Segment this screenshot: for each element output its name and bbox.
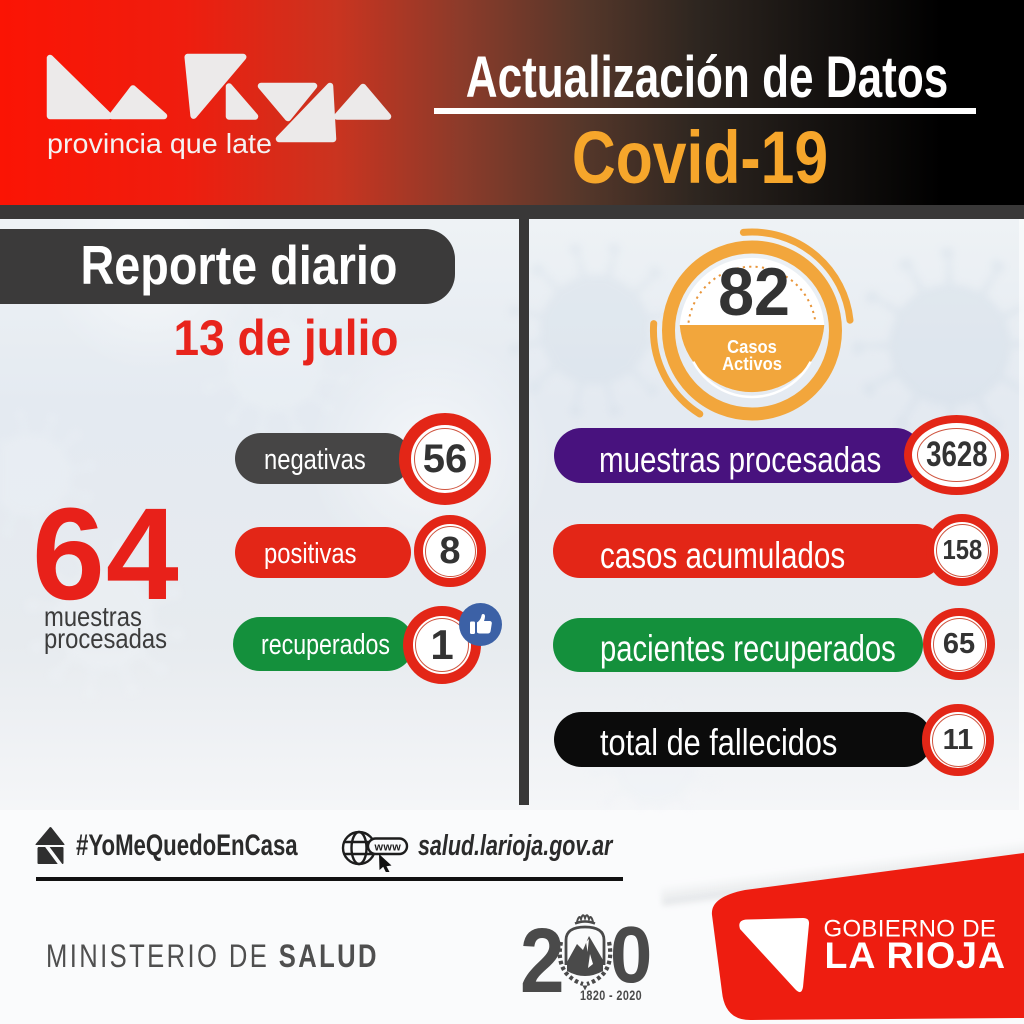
svg-text:provincia que late: provincia que late <box>47 128 272 159</box>
svg-text:GOBIERNO DE: GOBIERNO DE <box>824 916 997 943</box>
svg-text:LA RIOJA: LA RIOJA <box>825 934 1007 976</box>
svg-text:www: www <box>374 842 402 854</box>
